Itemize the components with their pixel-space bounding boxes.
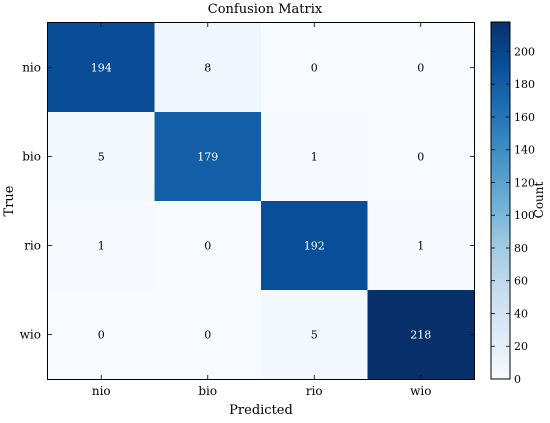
y-tick-label: wio xyxy=(20,328,41,342)
cell-value-label: 0 xyxy=(98,329,105,342)
colorbar-tick-label: 80 xyxy=(514,242,528,255)
heatmap-cell xyxy=(261,290,368,380)
colorbar xyxy=(490,21,511,380)
heatmap-cell xyxy=(261,23,368,113)
heatmap-cell xyxy=(261,201,368,291)
x-tick-label: bio xyxy=(198,384,217,398)
colorbar-tick-label: 0 xyxy=(514,373,521,386)
cell-value-label: 5 xyxy=(311,329,318,342)
x-axis: nio bio rio wio xyxy=(92,23,431,398)
x-axis-label: Predicted xyxy=(229,403,293,418)
heatmap-cell xyxy=(48,112,155,202)
cell-value-label: 8 xyxy=(204,62,211,75)
colorbar-tick-label: 100 xyxy=(514,209,535,222)
cell-value-label: 192 xyxy=(304,240,325,253)
cell-value-label: 1 xyxy=(311,151,318,164)
cell-value-label: 0 xyxy=(417,151,424,164)
cell-value-label: 0 xyxy=(204,240,211,253)
cell-value-label: 194 xyxy=(91,62,112,75)
y-tick-label: rio xyxy=(24,239,41,253)
heatmap-cell xyxy=(48,201,155,291)
cell-value-label: 0 xyxy=(204,329,211,342)
x-tick-label: wio xyxy=(410,384,431,398)
colorbar-tick-label: 120 xyxy=(514,176,535,189)
heatmap-cell xyxy=(367,201,475,291)
y-tick-label: bio xyxy=(22,150,41,164)
cell-value-label: 5 xyxy=(98,151,105,164)
colorbar-tick-label: 20 xyxy=(514,340,528,353)
colorbar-tick-label: 160 xyxy=(514,111,535,124)
colorbar-tick-label: 200 xyxy=(514,45,535,58)
plot-frame xyxy=(47,22,475,380)
colorbar-label: Count xyxy=(532,181,546,218)
heatmap-cell xyxy=(367,112,475,202)
x-tick-label: nio xyxy=(92,384,111,398)
colorbar-tick-label: 60 xyxy=(514,275,528,288)
x-tick-label: rio xyxy=(306,384,323,398)
heatmap-cells xyxy=(48,23,475,380)
colorbar-tick-label: 180 xyxy=(514,78,535,91)
heatmap-cell xyxy=(154,23,262,113)
heatmap-cell xyxy=(367,23,475,113)
cell-value-label: 1 xyxy=(417,240,424,253)
cell-value-label: 0 xyxy=(311,62,318,75)
heatmap-cell xyxy=(48,23,155,113)
heatmap-cell xyxy=(367,290,475,380)
cell-value-labels: 194 8 0 0 5 179 1 0 1 0 192 1 0 0 5 218 xyxy=(91,62,432,342)
colorbar-tick-label: 40 xyxy=(514,307,528,320)
y-tick-label: nio xyxy=(22,61,41,75)
heatmap-cell xyxy=(261,112,368,202)
cell-value-label: 0 xyxy=(417,62,424,75)
heatmap-cell xyxy=(154,290,262,380)
heatmap-cell xyxy=(154,112,262,202)
heatmap-cell xyxy=(154,201,262,291)
y-axis: nio bio rio wio xyxy=(20,61,474,342)
colorbar-ticks: 0 20 40 60 80 100 120 140 160 180 200 xyxy=(491,45,535,386)
cell-value-label: 179 xyxy=(197,151,218,164)
cell-value-label: 1 xyxy=(98,240,105,253)
colorbar-tick-label: 140 xyxy=(514,144,535,157)
cell-value-label: 218 xyxy=(410,329,431,342)
chart-title: Confusion Matrix xyxy=(208,2,323,17)
y-axis-label: True xyxy=(2,185,17,216)
heatmap-cell xyxy=(48,290,155,380)
